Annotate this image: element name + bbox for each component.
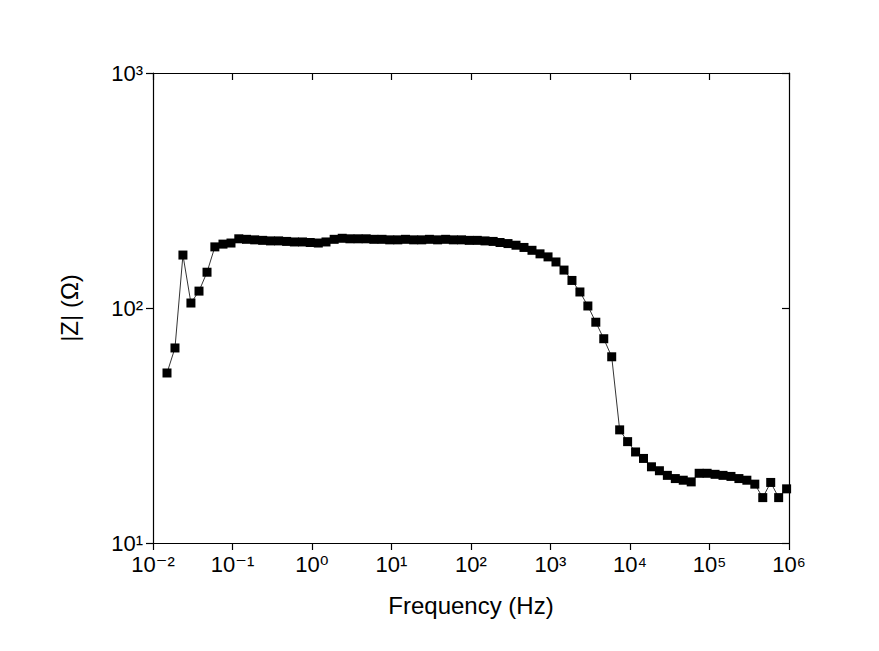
svg-text:10³: 10³ xyxy=(535,552,567,577)
svg-text:10⁶: 10⁶ xyxy=(772,552,806,577)
svg-text:10⁰: 10⁰ xyxy=(295,552,328,577)
svg-text:Frequency (Hz): Frequency (Hz) xyxy=(388,592,553,619)
svg-text:10²: 10² xyxy=(111,296,143,321)
svg-text:10³: 10³ xyxy=(111,61,143,86)
svg-text:10¹: 10¹ xyxy=(376,552,408,577)
svg-text:10⁻¹: 10⁻¹ xyxy=(211,552,254,577)
svg-text:10¹: 10¹ xyxy=(111,530,143,556)
svg-text:10⁵: 10⁵ xyxy=(693,552,727,577)
svg-text:10⁴: 10⁴ xyxy=(613,552,647,577)
svg-text:10⁻²: 10⁻² xyxy=(131,552,174,577)
svg-text:|Z| (Ω): |Z| (Ω) xyxy=(56,274,83,342)
svg-text:10²: 10² xyxy=(455,552,487,577)
